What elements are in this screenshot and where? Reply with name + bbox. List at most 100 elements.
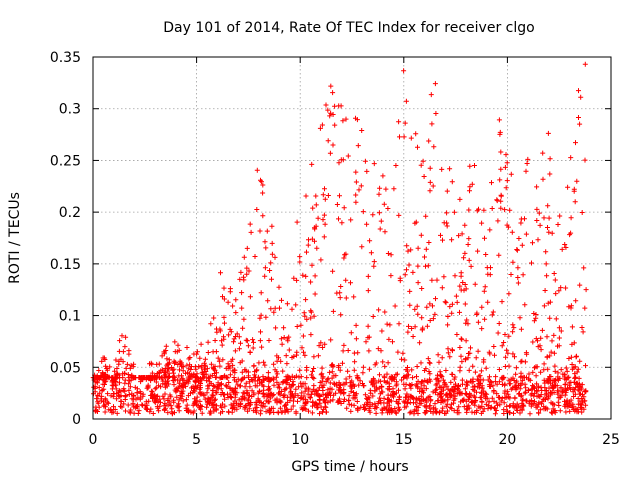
data-point bbox=[412, 220, 418, 226]
data-point bbox=[491, 398, 497, 404]
data-point bbox=[392, 303, 398, 309]
data-point bbox=[279, 341, 285, 347]
data-point bbox=[402, 272, 408, 278]
data-point bbox=[263, 398, 269, 404]
data-point bbox=[266, 338, 272, 343]
data-point bbox=[509, 229, 515, 235]
data-point bbox=[239, 305, 245, 311]
data-point bbox=[180, 364, 186, 369]
data-point bbox=[371, 161, 377, 167]
data-point bbox=[289, 373, 295, 379]
data-point bbox=[252, 383, 258, 389]
data-point bbox=[497, 395, 502, 400]
data-point bbox=[423, 386, 429, 392]
data-point bbox=[454, 332, 460, 337]
data-point bbox=[175, 342, 181, 348]
data-point bbox=[490, 309, 496, 315]
data-point bbox=[262, 239, 268, 245]
data-point bbox=[426, 369, 432, 374]
data-point bbox=[348, 389, 354, 395]
data-point bbox=[232, 385, 238, 391]
data-point bbox=[430, 183, 436, 189]
data-point bbox=[252, 254, 258, 259]
data-point bbox=[309, 161, 315, 167]
data-point bbox=[246, 393, 252, 399]
data-point bbox=[245, 343, 251, 349]
data-point bbox=[376, 210, 382, 216]
data-point bbox=[521, 403, 527, 409]
data-point bbox=[444, 188, 450, 194]
data-point bbox=[325, 107, 331, 113]
data-point bbox=[541, 367, 547, 373]
data-point bbox=[374, 405, 380, 411]
data-point bbox=[313, 193, 319, 199]
data-point bbox=[513, 382, 519, 388]
data-point bbox=[409, 326, 415, 331]
data-point bbox=[367, 387, 373, 393]
data-point bbox=[466, 351, 471, 356]
data-point bbox=[364, 221, 370, 227]
data-point bbox=[555, 370, 561, 376]
data-point bbox=[515, 275, 521, 280]
data-point bbox=[468, 263, 474, 269]
data-point bbox=[382, 229, 388, 235]
data-point bbox=[442, 411, 448, 416]
data-point bbox=[102, 382, 107, 387]
data-point bbox=[457, 345, 463, 350]
data-point bbox=[441, 274, 447, 280]
data-point bbox=[262, 403, 268, 409]
data-point bbox=[564, 368, 570, 374]
data-point bbox=[311, 354, 317, 360]
data-point bbox=[299, 384, 305, 390]
data-point bbox=[576, 387, 582, 393]
data-point bbox=[403, 404, 409, 410]
data-point bbox=[379, 328, 385, 334]
data-point bbox=[340, 118, 346, 124]
data-point bbox=[504, 160, 510, 166]
data-point bbox=[397, 275, 403, 281]
data-point bbox=[582, 157, 588, 163]
data-point bbox=[539, 327, 545, 333]
data-point bbox=[439, 374, 445, 380]
data-point bbox=[422, 368, 428, 373]
data-point bbox=[284, 380, 290, 386]
data-point bbox=[415, 378, 421, 384]
data-point bbox=[270, 375, 276, 381]
data-point bbox=[337, 367, 343, 373]
data-point bbox=[408, 135, 414, 141]
data-point bbox=[402, 120, 408, 126]
data-point bbox=[405, 329, 411, 335]
data-point bbox=[172, 410, 177, 416]
data-point bbox=[274, 353, 280, 359]
data-point bbox=[381, 201, 387, 207]
data-point bbox=[225, 366, 231, 371]
data-point bbox=[518, 216, 524, 222]
data-point bbox=[211, 366, 217, 371]
data-point bbox=[123, 408, 128, 414]
data-point bbox=[526, 371, 532, 377]
data-point bbox=[250, 345, 256, 351]
data-point bbox=[421, 397, 426, 403]
data-point bbox=[327, 380, 333, 386]
data-point bbox=[495, 330, 501, 336]
data-point bbox=[508, 272, 514, 277]
data-point bbox=[175, 404, 181, 410]
data-point bbox=[233, 310, 239, 316]
data-point bbox=[496, 117, 502, 123]
data-point bbox=[565, 404, 571, 410]
data-point bbox=[504, 403, 510, 409]
data-point bbox=[395, 349, 401, 355]
data-point bbox=[530, 240, 535, 246]
data-point bbox=[411, 395, 417, 401]
data-point bbox=[355, 376, 361, 382]
data-point bbox=[299, 345, 305, 351]
data-point bbox=[148, 393, 154, 398]
data-point bbox=[414, 381, 420, 387]
data-point bbox=[341, 255, 347, 261]
data-point bbox=[221, 334, 226, 340]
data-point bbox=[449, 301, 455, 307]
data-point bbox=[201, 393, 207, 399]
data-point bbox=[513, 365, 519, 371]
data-point bbox=[161, 396, 167, 402]
data-point bbox=[117, 380, 122, 386]
